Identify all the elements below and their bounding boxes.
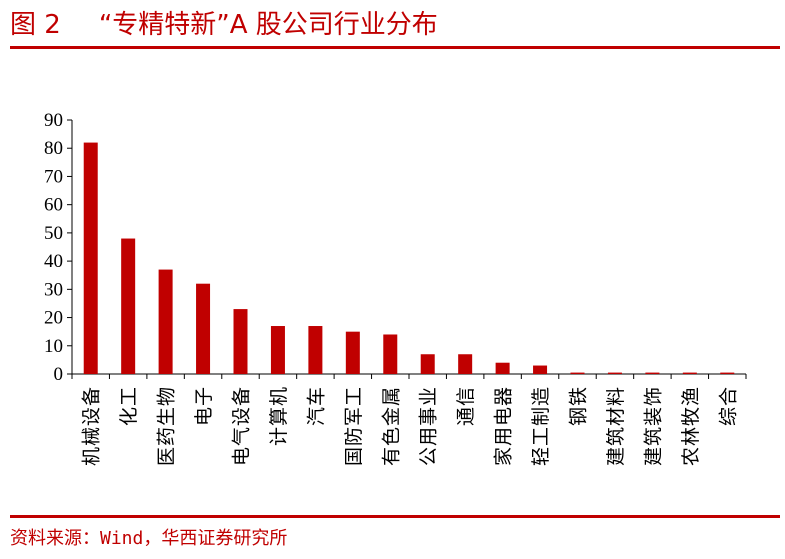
source-note: 资料来源：Wind，华西证券研究所 — [10, 528, 288, 549]
bar — [607, 372, 622, 374]
bar — [570, 372, 585, 374]
x-category-label: 汽车 — [305, 386, 327, 426]
x-category-label: 通信 — [455, 386, 477, 426]
x-category-label: 建筑材料 — [605, 386, 627, 466]
bar — [270, 326, 285, 374]
bar — [495, 362, 510, 374]
bar — [158, 269, 173, 374]
bar — [345, 331, 360, 374]
figure-number: 图 2 — [10, 10, 61, 40]
y-tick-label: 40 — [44, 251, 63, 272]
x-category-label: 建筑装饰 — [642, 386, 664, 466]
bar — [308, 326, 323, 374]
x-category-label: 钢铁 — [568, 386, 590, 426]
x-category-label: 计算机 — [268, 386, 290, 446]
bar — [383, 334, 398, 374]
bar — [458, 354, 473, 374]
x-category-label: 农林牧渔 — [680, 386, 702, 466]
y-tick-label: 70 — [44, 166, 63, 187]
bar — [121, 238, 136, 374]
x-category-labels: 机械设备 化工 医药生物 电子 电气设备 计算机 汽车 国防军工 有色金属 公用事业 通信 家用电器轻… — [81, 386, 740, 466]
bar — [196, 283, 211, 374]
bars — [83, 142, 735, 374]
x-category-label: 化工 — [118, 386, 140, 426]
x-category-label: 有色金属 — [380, 386, 402, 466]
bar — [645, 372, 660, 374]
x-category-label: 电子 — [193, 386, 215, 426]
y-tick-label: 10 — [44, 336, 63, 357]
y-tick-label: 60 — [44, 195, 63, 216]
bottom-rule — [10, 515, 780, 518]
bar — [533, 365, 548, 374]
bar — [83, 142, 98, 374]
y-tick-labels: 0 10 20 30 40 50 60 70 80 90 — [44, 110, 63, 385]
bar — [720, 372, 735, 374]
x-category-label: 综合 — [717, 386, 739, 426]
y-tick-label: 80 — [44, 138, 63, 159]
figure-title: 图 2 “专精特新”A 股公司行业分布 — [10, 8, 438, 42]
y-tick-label: 30 — [44, 279, 63, 300]
bar-chart: 0 10 20 30 40 50 60 70 80 90 机械设备 化工 医药生物 电子 电气设备 计算机汽… — [44, 110, 747, 466]
figure-title-text: “专精特新”A 股公司行业分布 — [98, 10, 438, 40]
bar — [420, 354, 435, 374]
y-tick-label: 0 — [54, 364, 64, 385]
y-tick-label: 90 — [44, 110, 63, 131]
y-tick-label: 50 — [44, 223, 63, 244]
x-category-label: 家用电器 — [493, 386, 515, 466]
x-category-label: 国防军工 — [343, 386, 365, 466]
x-category-label: 医药生物 — [156, 386, 178, 466]
top-rule — [10, 46, 780, 49]
x-category-label: 轻工制造 — [530, 386, 552, 466]
x-category-label: 公用事业 — [418, 386, 440, 466]
bar — [233, 309, 248, 374]
axes — [67, 119, 747, 379]
bar — [682, 372, 697, 374]
y-tick-label: 20 — [44, 308, 63, 329]
x-category-label: 机械设备 — [81, 386, 103, 466]
x-category-label: 电气设备 — [231, 386, 253, 466]
